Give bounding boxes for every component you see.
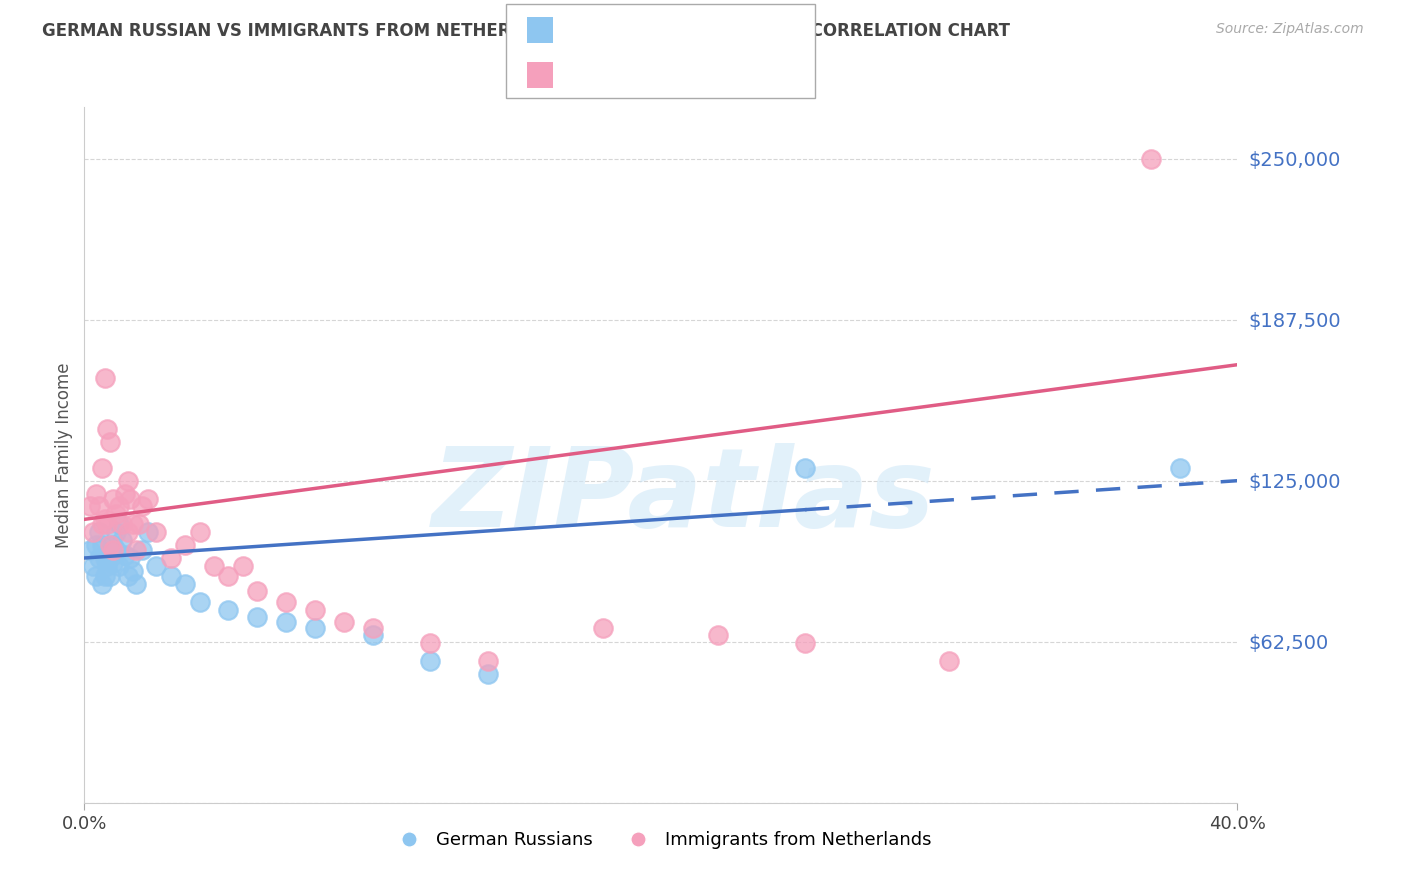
Point — [108, 517, 131, 532]
Point — [174, 576, 197, 591]
Point — [93, 551, 115, 566]
Point — [103, 543, 124, 558]
Point — [111, 517, 134, 532]
Point — [232, 558, 254, 573]
Point — [93, 569, 115, 583]
Point — [136, 491, 159, 506]
Point — [218, 569, 240, 583]
Text: N =: N = — [640, 21, 692, 39]
Point — [246, 584, 269, 599]
Point — [98, 435, 121, 450]
Point — [84, 569, 107, 583]
Point — [218, 602, 240, 616]
Point — [361, 628, 384, 642]
Point — [794, 460, 817, 475]
Point — [93, 370, 115, 384]
Point — [125, 543, 148, 558]
Point — [82, 558, 104, 573]
Point — [419, 636, 441, 650]
Text: ZIPatlas: ZIPatlas — [432, 443, 936, 550]
Point — [79, 500, 101, 514]
Point — [160, 551, 183, 566]
Point — [794, 636, 817, 650]
Point — [103, 538, 124, 552]
Point — [108, 558, 131, 573]
Point — [105, 525, 128, 540]
Point — [82, 525, 104, 540]
Point — [87, 551, 110, 566]
Text: R =: R = — [567, 21, 606, 39]
Point — [304, 621, 326, 635]
Point — [202, 558, 225, 573]
Point — [1140, 152, 1163, 166]
Point — [105, 543, 128, 558]
Point — [938, 654, 960, 668]
Point — [111, 533, 134, 547]
Point — [174, 538, 197, 552]
Point — [122, 564, 145, 578]
Point — [276, 595, 298, 609]
Point — [93, 512, 115, 526]
Point — [592, 621, 614, 635]
Point — [276, 615, 298, 630]
Y-axis label: Median Family Income: Median Family Income — [55, 362, 73, 548]
Point — [333, 615, 356, 630]
Point — [1168, 460, 1191, 475]
Text: 0.182: 0.182 — [602, 66, 659, 84]
Text: 45: 45 — [682, 66, 707, 84]
Text: Source: ZipAtlas.com: Source: ZipAtlas.com — [1216, 22, 1364, 37]
Point — [96, 546, 118, 560]
Point — [96, 558, 118, 573]
Point — [103, 556, 124, 570]
Point — [98, 551, 121, 566]
Point — [96, 422, 118, 436]
Point — [108, 500, 131, 514]
Point — [98, 538, 121, 552]
Point — [98, 569, 121, 583]
Point — [120, 491, 142, 506]
Point — [125, 576, 148, 591]
Point — [188, 595, 211, 609]
Text: R =: R = — [567, 66, 606, 84]
Legend: German Russians, Immigrants from Netherlands: German Russians, Immigrants from Netherl… — [384, 824, 938, 856]
Point — [90, 517, 112, 532]
Point — [188, 525, 211, 540]
Point — [145, 525, 167, 540]
Point — [90, 576, 112, 591]
Point — [419, 654, 441, 668]
Point — [361, 621, 384, 635]
Text: 0.144: 0.144 — [602, 21, 658, 39]
Point — [128, 517, 150, 532]
Point — [160, 569, 183, 583]
Point — [117, 569, 139, 583]
Point — [477, 654, 499, 668]
Point — [136, 525, 159, 540]
Text: N =: N = — [640, 66, 692, 84]
Point — [120, 551, 142, 566]
Point — [96, 517, 118, 532]
Point — [90, 538, 112, 552]
Point — [114, 549, 136, 563]
Point — [87, 500, 110, 514]
Point — [117, 474, 139, 488]
Point — [122, 517, 145, 532]
Point — [145, 558, 167, 573]
Point — [105, 507, 128, 521]
Point — [304, 602, 326, 616]
Point — [84, 538, 107, 552]
Point — [477, 667, 499, 681]
Point — [79, 543, 101, 558]
Text: GERMAN RUSSIAN VS IMMIGRANTS FROM NETHERLANDS MEDIAN FAMILY INCOME CORRELATION C: GERMAN RUSSIAN VS IMMIGRANTS FROM NETHER… — [42, 22, 1010, 40]
Point — [246, 610, 269, 624]
Point — [87, 525, 110, 540]
Point — [103, 491, 124, 506]
Point — [131, 500, 153, 514]
Point — [84, 486, 107, 500]
Point — [117, 525, 139, 540]
Point — [114, 486, 136, 500]
Point — [90, 460, 112, 475]
Text: 41: 41 — [682, 21, 707, 39]
Point — [707, 628, 730, 642]
Point — [131, 543, 153, 558]
